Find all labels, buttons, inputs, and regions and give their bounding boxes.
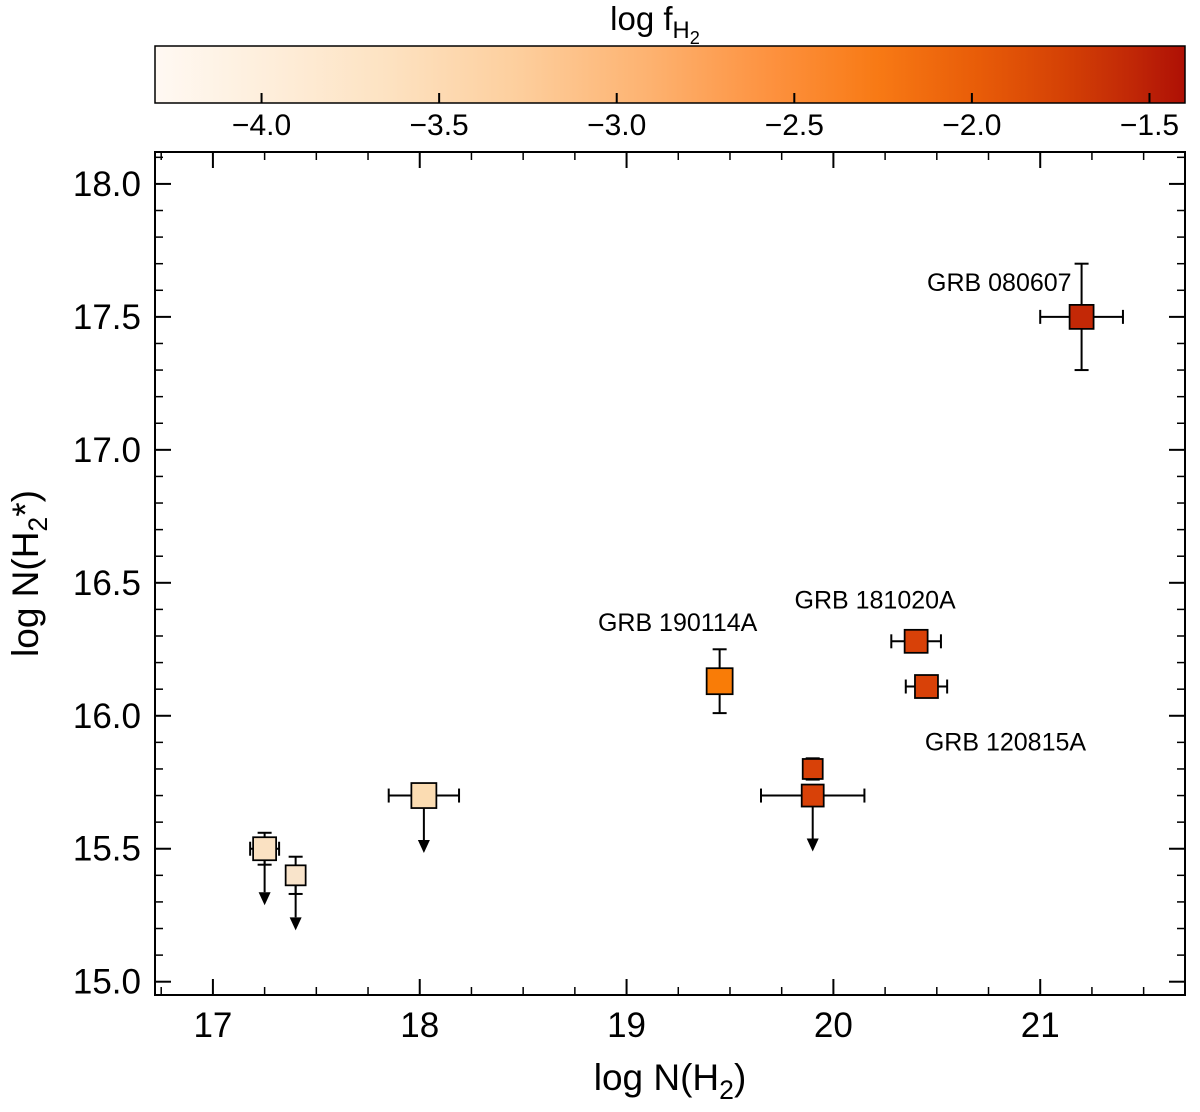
marker-square	[800, 783, 825, 808]
data-point-GRB-080607: GRB 080607	[927, 262, 1124, 372]
upper-limit-arrow	[258, 892, 271, 906]
colorbar-tick-label: −2.5	[765, 109, 824, 142]
data-point	[387, 782, 461, 854]
data-point	[760, 783, 866, 852]
x-tick-label: 20	[814, 1006, 853, 1045]
y-tick-label: 15.5	[73, 830, 141, 869]
data-point-GRB-120815A: GRB 120815A	[904, 674, 1087, 757]
marker-square	[903, 628, 929, 654]
x-tick-label: 18	[400, 1006, 439, 1045]
colorbar-tick-label: −1.5	[1120, 109, 1179, 142]
data-point-GRB-190114A: GRB 190114A	[598, 609, 758, 715]
data-point-GRB-181020A: GRB 181020A	[795, 586, 957, 654]
point-label: GRB 080607	[927, 269, 1072, 297]
y-tick-label: 16.5	[73, 564, 141, 603]
upper-limit-arrow	[289, 917, 302, 931]
axes: 17 18 19 20 21 15.0 15.5 16.0 16.5 17.0 17.5 18.0 lo…	[5, 151, 1186, 1105]
x-tick-label: 19	[607, 1006, 646, 1045]
marker-square	[1068, 304, 1095, 330]
colorbar-tick-label: −3.0	[587, 109, 646, 142]
colorbar-title: log fH2	[610, 0, 700, 48]
point-label: GRB 190114A	[598, 609, 758, 637]
y-tick-label: 16.0	[73, 697, 141, 736]
plot-frame	[154, 151, 1186, 996]
marker-square	[801, 758, 824, 780]
marker-square	[410, 782, 438, 809]
data-point	[249, 831, 281, 906]
y-axis-title: log N(H2*)	[5, 490, 53, 657]
colorbar-tick-label: −2.0	[942, 109, 1001, 142]
marker-square	[284, 864, 307, 887]
colorbar-gradient-bar	[154, 45, 1186, 104]
point-label: GRB 120815A	[925, 729, 1087, 757]
colorbar-tick-label: −4.0	[232, 109, 291, 142]
colorbar-tick-label: −3.5	[410, 109, 469, 142]
data-points: GRB 080607 GRB 181020A GRB 120815A GRB 1901…	[249, 262, 1124, 931]
marker-square	[914, 674, 939, 699]
x-tick-label: 17	[193, 1006, 232, 1045]
marker-square	[252, 836, 277, 862]
upper-limit-arrow	[806, 838, 819, 852]
marker-square	[705, 667, 734, 696]
y-tick-label: 15.0	[73, 963, 141, 1002]
y-tick-label: 17.5	[73, 298, 141, 337]
x-axis-title: log N(H2)	[594, 1057, 747, 1105]
colorbar: −4.0 −3.5 −3.0 −2.5 −2.0 −1.5 log fH2	[154, 0, 1186, 142]
point-label: GRB 181020A	[795, 586, 957, 614]
data-point	[284, 855, 307, 931]
y-tick-label: 18.0	[73, 165, 141, 204]
x-tick-label: 21	[1021, 1006, 1060, 1045]
y-tick-label: 17.0	[73, 431, 141, 470]
upper-limit-arrow	[417, 840, 430, 854]
data-point	[801, 757, 824, 781]
